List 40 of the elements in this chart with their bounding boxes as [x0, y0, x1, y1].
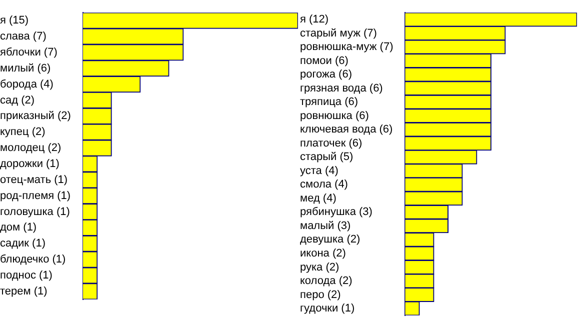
- y-tick-label: борода (4): [0, 78, 54, 90]
- y-tick-label: рябинушка (3): [300, 206, 372, 218]
- y-tick-label: грязная вода (6): [300, 82, 383, 94]
- y-tick-label: девушка (2): [300, 234, 360, 246]
- y-tick-label: ровнюшка (6): [300, 110, 369, 122]
- y-tick-label: перо (2): [300, 288, 341, 301]
- y-tick-label: головушка (1): [0, 206, 70, 218]
- y-tick-label: я (15): [0, 14, 29, 27]
- y-tick-label: я (12): [300, 14, 329, 26]
- y-tick-label: сад (2): [0, 94, 35, 106]
- y-tick-label: милый (6): [0, 62, 51, 74]
- y-tick-label: тряпица (6): [300, 96, 358, 108]
- y-tick-label: садик (1): [0, 238, 46, 250]
- y-tick-label: уста (4): [300, 164, 338, 177]
- y-tick-label: дорожки (1): [0, 158, 60, 170]
- y-tick-label: рука (2): [300, 261, 340, 274]
- y-tick-label: купец (2): [0, 126, 46, 138]
- y-tick-label: мед (4): [300, 192, 336, 204]
- y-tick-label: терем (1): [0, 285, 48, 298]
- y-tick-label: старый муж (7): [300, 27, 377, 40]
- y-tick-label: малый (3): [300, 220, 351, 232]
- y-tick-label: молодец (2): [0, 142, 62, 154]
- y-tick-label: блюдечко (1): [0, 254, 66, 266]
- y-tick-label: гудочки (1): [300, 302, 355, 315]
- y-tick-label: слава (7): [0, 30, 46, 43]
- y-tick-label: отец-мать (1): [0, 174, 68, 186]
- y-tick-label: поднос (1): [0, 270, 52, 282]
- y-tick-label: платочек (6): [300, 137, 362, 150]
- y-tick-label: колода (2): [300, 275, 352, 288]
- y-tick-label: старый (5): [300, 151, 354, 164]
- y-tick-label: ключевая вода (6): [300, 124, 393, 136]
- y-tick-label: яблочки (7): [0, 46, 58, 58]
- y-tick-label: помои (6): [300, 54, 348, 67]
- y-tick-label: ровнюшка-муж (7): [300, 41, 394, 54]
- y-tick-label: приказный (2): [0, 110, 71, 122]
- y-tick-label: рогожа (6): [300, 68, 352, 81]
- y-tick-label: смола (4): [300, 178, 348, 191]
- y-tick-label: род-племя (1): [0, 190, 71, 202]
- y-tick-label: икона (2): [300, 247, 346, 260]
- y-tick-label: дом (1): [0, 222, 37, 234]
